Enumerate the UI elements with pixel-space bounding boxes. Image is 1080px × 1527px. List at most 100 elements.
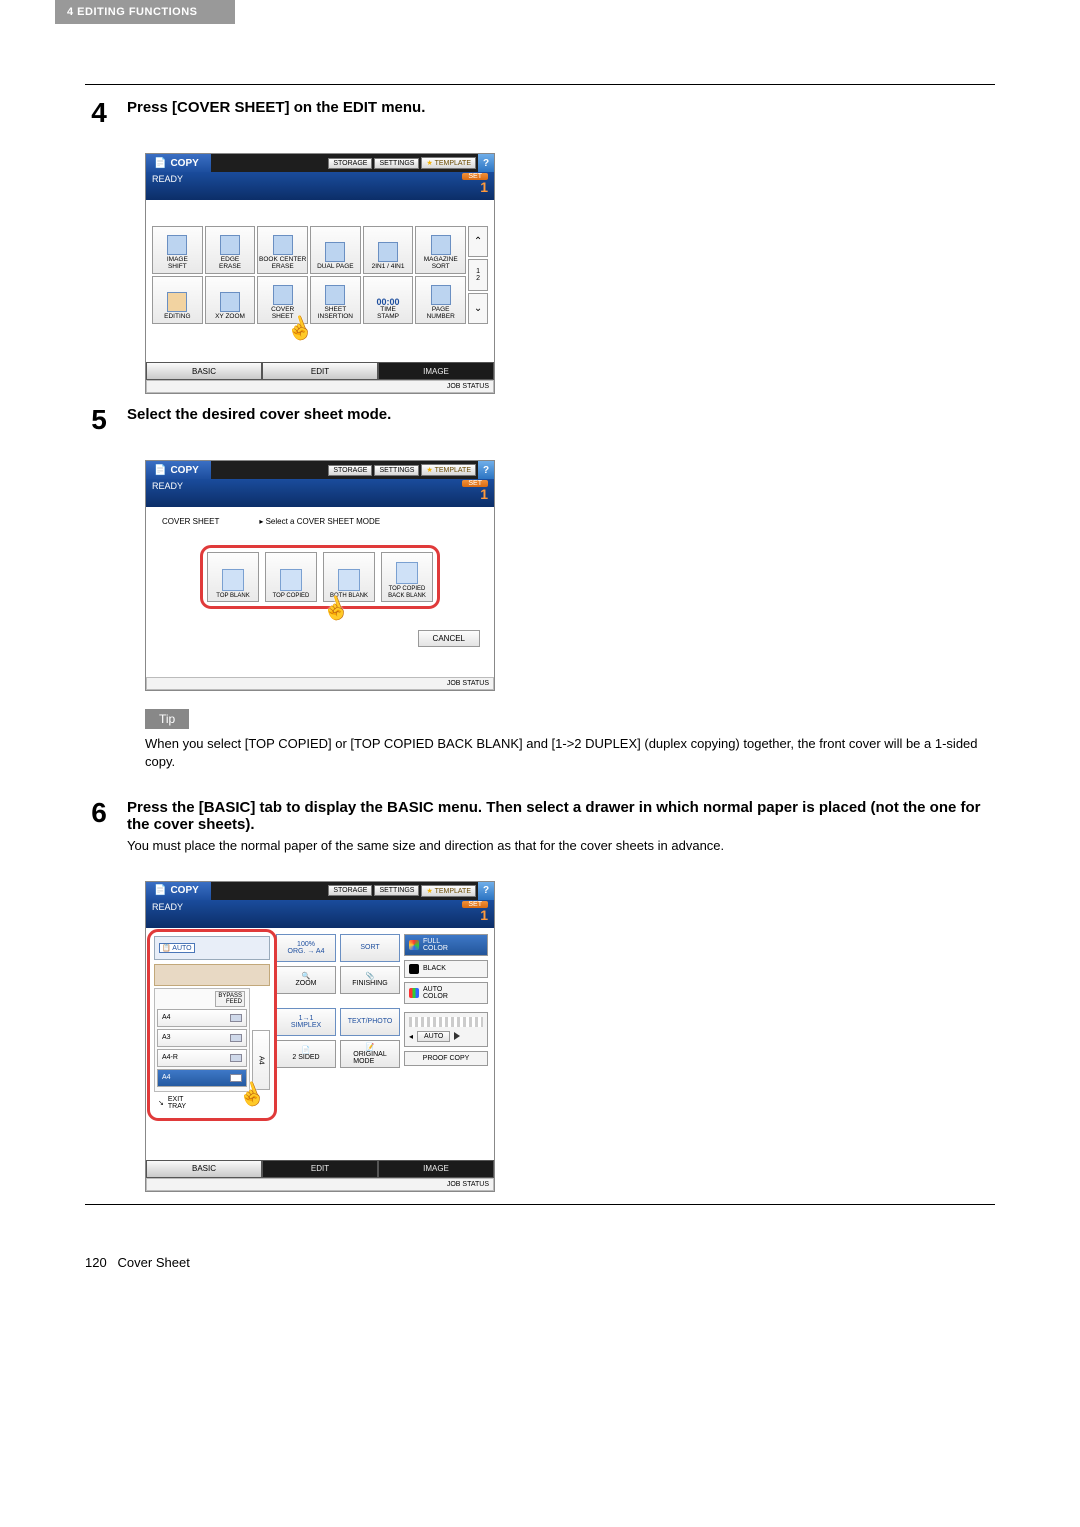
auto-color-button[interactable]: AUTO COLOR bbox=[404, 982, 488, 1004]
simplex-box[interactable]: 1→1 SIMPLEX bbox=[276, 1008, 336, 1036]
basic-tab[interactable]: BASIC bbox=[146, 1160, 262, 1178]
page-number-icon bbox=[431, 285, 451, 305]
density-scale[interactable] bbox=[409, 1017, 483, 1027]
basic-middle-column: 100% ORG. → A4 SORT 🔍 ZOOM 📎 FINISHING 1… bbox=[276, 934, 400, 1116]
lbl: IMAGE SHIFT bbox=[167, 257, 188, 271]
s4-screen: 📄 COPY STORAGE SETTINGS ★ TEMPLATE ? REA… bbox=[145, 153, 495, 394]
magazine-sort-button[interactable]: MAGAZINE SORT bbox=[415, 226, 466, 274]
density-right-icon[interactable] bbox=[454, 1032, 460, 1040]
book-center-icon bbox=[273, 235, 293, 255]
step-6-number: 6 bbox=[85, 799, 113, 855]
slot-icon bbox=[230, 1074, 242, 1082]
s4-statusbar: READY SET 1 bbox=[146, 172, 494, 200]
storage-tab[interactable]: STORAGE bbox=[328, 885, 372, 896]
pager-down[interactable]: ⌄ bbox=[468, 293, 488, 324]
template-label: TEMPLATE bbox=[435, 888, 471, 895]
drawer-a3[interactable]: A3 bbox=[157, 1029, 247, 1047]
drawer-a4-1[interactable]: A4 bbox=[157, 1009, 247, 1027]
s5-panel: COVER SHEET ▸ Select a COVER SHEET MODE … bbox=[146, 507, 494, 677]
cs-breadcrumb-row: COVER SHEET ▸ Select a COVER SHEET MODE bbox=[152, 513, 488, 530]
lbl: ORIGINAL MODE bbox=[353, 1051, 386, 1065]
settings-tab[interactable]: SETTINGS bbox=[374, 158, 419, 169]
job-status-button[interactable]: JOB STATUS bbox=[146, 1178, 494, 1191]
slot-icon bbox=[230, 1034, 242, 1042]
sheet-insertion-icon bbox=[325, 285, 345, 305]
lbl: DUAL PAGE bbox=[317, 264, 353, 271]
step-4-number: 4 bbox=[85, 99, 113, 127]
full-color-button[interactable]: FULL COLOR bbox=[404, 934, 488, 956]
pager-up[interactable]: ⌃ bbox=[468, 226, 488, 257]
ready-label: READY bbox=[146, 479, 456, 507]
top-copied-back-blank-icon bbox=[396, 562, 418, 584]
lbl: TOP BLANK bbox=[216, 593, 249, 599]
template-tab[interactable]: ★ TEMPLATE bbox=[421, 464, 476, 476]
job-status-button[interactable]: JOB STATUS bbox=[146, 380, 494, 393]
storage-tab[interactable]: STORAGE bbox=[328, 465, 372, 476]
zoom-button[interactable]: 🔍 ZOOM bbox=[276, 966, 336, 994]
step-5-title: Select the desired cover sheet mode. bbox=[127, 406, 995, 423]
two-sided-button[interactable]: 📄 2 SIDED bbox=[276, 1040, 336, 1068]
black-button[interactable]: BLACK bbox=[404, 960, 488, 978]
lbl: XY ZOOM bbox=[215, 314, 245, 321]
auto-color-icon bbox=[409, 988, 419, 998]
editing-button[interactable]: EDITING bbox=[152, 276, 203, 324]
tip-text: When you select [TOP COPIED] or [TOP COP… bbox=[145, 735, 995, 771]
lbl: EDITING bbox=[164, 314, 190, 321]
density-auto-button[interactable]: AUTO bbox=[417, 1031, 450, 1042]
top-copied-button[interactable]: TOP COPIED bbox=[265, 552, 317, 602]
image-tab[interactable]: IMAGE bbox=[378, 362, 494, 380]
cancel-button[interactable]: CANCEL bbox=[418, 630, 480, 647]
original-mode-button[interactable]: 📝 ORIGINAL MODE bbox=[340, 1040, 400, 1068]
basic-tab[interactable]: BASIC bbox=[146, 362, 262, 380]
storage-tab[interactable]: STORAGE bbox=[328, 158, 372, 169]
magazine-sort-icon bbox=[431, 235, 451, 255]
template-tab[interactable]: ★ TEMPLATE bbox=[421, 157, 476, 169]
2in1-4in1-button[interactable]: 2IN1 / 4IN1 bbox=[363, 226, 414, 274]
copy-text: COPY bbox=[170, 158, 198, 169]
sort-box[interactable]: SORT bbox=[340, 934, 400, 962]
page-header: 4 EDITING FUNCTIONS bbox=[55, 0, 235, 24]
proof-copy-button[interactable]: PROOF COPY bbox=[404, 1051, 488, 1066]
sheet-insertion-button[interactable]: SHEET INSERTION bbox=[310, 276, 361, 324]
lbl: TIME STAMP bbox=[377, 307, 399, 321]
template-label: TEMPLATE bbox=[435, 160, 471, 167]
zoom-ratio-box[interactable]: 100% ORG. → A4 bbox=[276, 934, 336, 962]
text-photo-box[interactable]: TEXT/PHOTO bbox=[340, 1008, 400, 1036]
settings-tab[interactable]: SETTINGS bbox=[374, 885, 419, 896]
settings-tab[interactable]: SETTINGS bbox=[374, 465, 419, 476]
edge-erase-button[interactable]: EDGE ERASE bbox=[205, 226, 256, 274]
finishing-button[interactable]: 📎 FINISHING bbox=[340, 966, 400, 994]
image-shift-button[interactable]: IMAGE SHIFT bbox=[152, 226, 203, 274]
density-left-icon[interactable]: ◂ bbox=[409, 1032, 413, 1041]
step-6-title: Press the [BASIC] tab to display the BAS… bbox=[127, 799, 995, 833]
page-number-button[interactable]: PAGE NUMBER bbox=[415, 276, 466, 324]
copy-mode-label: 📄 COPY bbox=[146, 154, 211, 172]
top-blank-button[interactable]: TOP BLANK bbox=[207, 552, 259, 602]
time-stamp-button[interactable]: 00:00TIME STAMP bbox=[363, 276, 414, 324]
lbl: MAGAZINE SORT bbox=[424, 257, 458, 271]
bypass-feed-button[interactable]: BYPASS FEED bbox=[215, 991, 245, 1007]
basic-right-column: FULL COLOR BLACK AUTO COLOR ◂ AUTO PROOF… bbox=[404, 934, 488, 1116]
xy-zoom-button[interactable]: XY ZOOM bbox=[205, 276, 256, 324]
book-center-erase-button[interactable]: BOOK CENTER ERASE bbox=[257, 226, 308, 274]
drawer-a4-2[interactable]: A4 bbox=[157, 1069, 247, 1087]
slot-icon bbox=[230, 1014, 242, 1022]
help-button[interactable]: ? bbox=[478, 461, 494, 479]
image-tab[interactable]: IMAGE bbox=[378, 1160, 494, 1178]
both-blank-button[interactable]: BOTH BLANK bbox=[323, 552, 375, 602]
template-tab[interactable]: ★ TEMPLATE bbox=[421, 885, 476, 897]
help-button[interactable]: ? bbox=[478, 882, 494, 900]
editing-icon bbox=[167, 292, 187, 312]
dual-page-icon bbox=[325, 242, 345, 262]
top-copied-back-blank-button[interactable]: TOP COPIED BACK BLANK bbox=[381, 552, 433, 602]
dual-page-button[interactable]: DUAL PAGE bbox=[310, 226, 361, 274]
step-6: 6 Press the [BASIC] tab to display the B… bbox=[85, 799, 995, 855]
lbl: TOP COPIED BACK BLANK bbox=[388, 586, 426, 599]
edit-tab[interactable]: EDIT bbox=[262, 362, 378, 380]
job-status-button[interactable]: JOB STATUS bbox=[146, 677, 494, 690]
density-auto-row: ◂ AUTO bbox=[409, 1031, 483, 1042]
drawer-a4r[interactable]: A4-R bbox=[157, 1049, 247, 1067]
edit-tab[interactable]: EDIT bbox=[262, 1160, 378, 1178]
help-button[interactable]: ? bbox=[478, 154, 494, 172]
step-5-number: 5 bbox=[85, 406, 113, 434]
